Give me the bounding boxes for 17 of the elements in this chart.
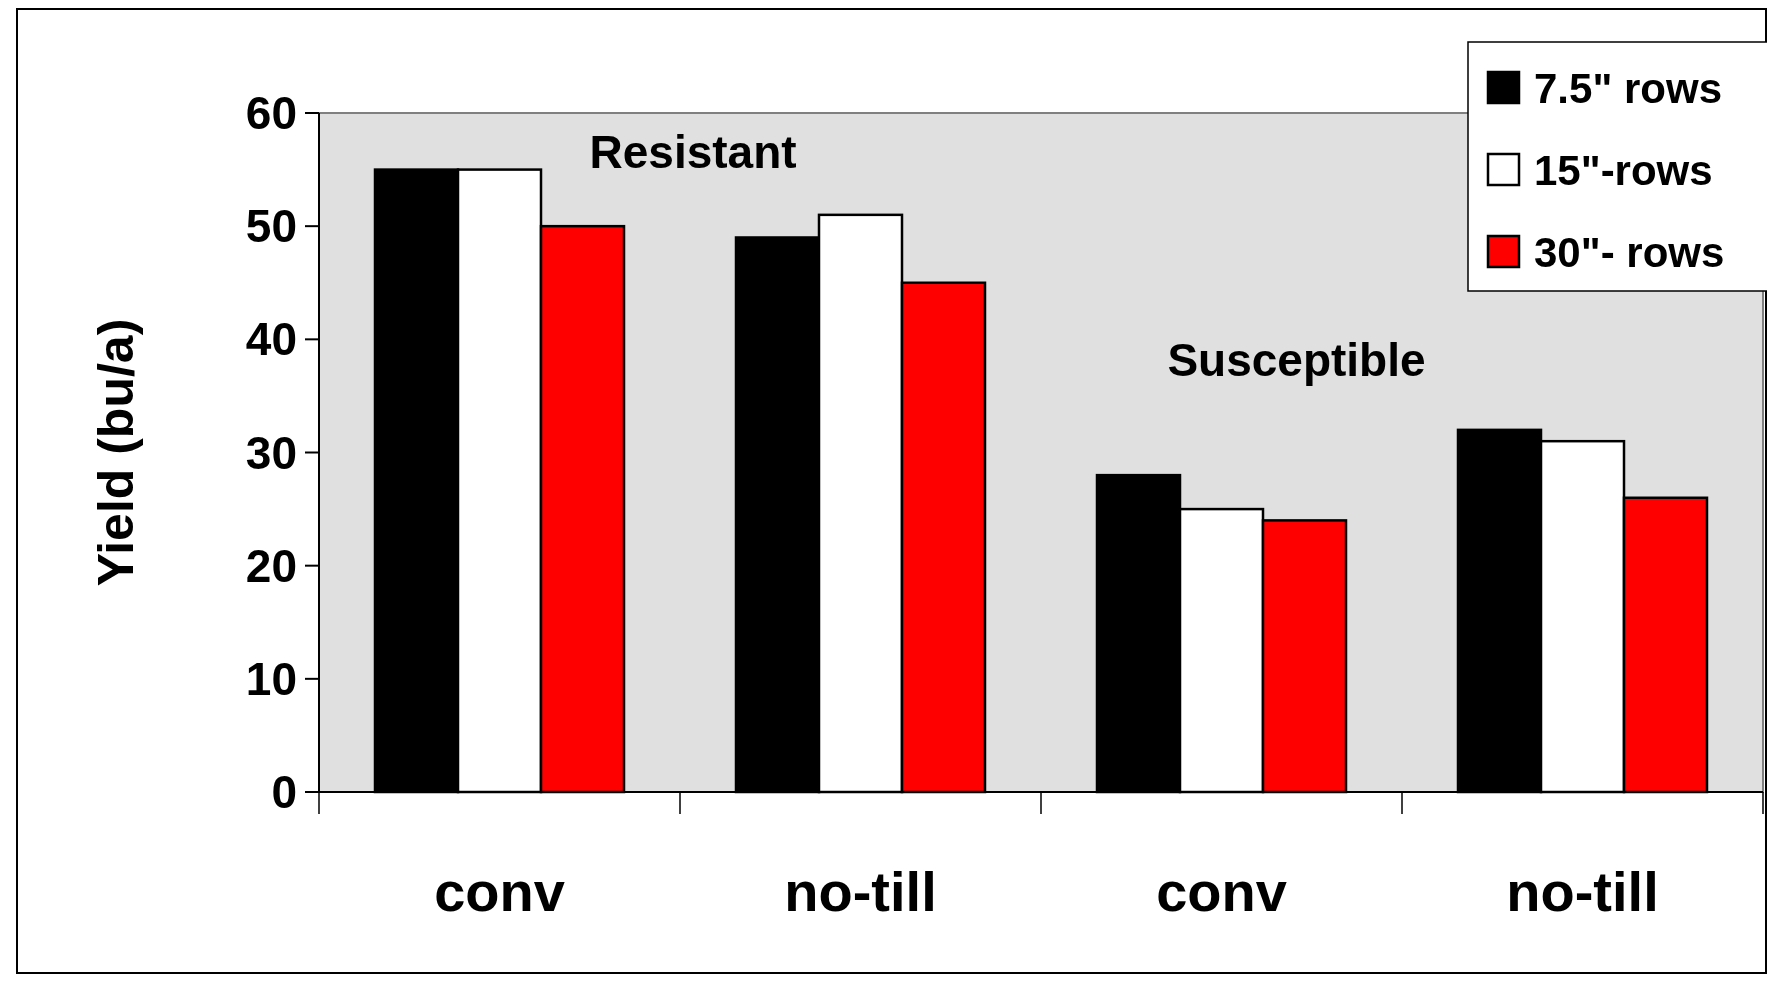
legend-label: 30"- rows (1534, 228, 1725, 276)
x-tick-label: conv (434, 860, 565, 923)
y-tick-label: 30 (245, 426, 297, 479)
y-tick-label: 50 (245, 200, 297, 253)
legend-label: 7.5" rows (1534, 64, 1722, 112)
annotation: Susceptible (1167, 334, 1426, 386)
y-tick-label: 20 (245, 539, 297, 592)
annotation: Resistant (589, 126, 797, 178)
y-tick-label: 10 (245, 652, 297, 705)
y-tick-label: 40 (245, 313, 297, 366)
y-tick-label: 0 (271, 766, 297, 819)
x-tick-label: no-till (1506, 860, 1659, 923)
legend-label: 15"-rows (1534, 146, 1713, 194)
x-tick-label: conv (1156, 860, 1287, 923)
y-tick-label: 60 (245, 87, 297, 140)
x-tick-label: no-till (784, 860, 937, 923)
y-axis-title: Yield (bu/a) (88, 318, 144, 587)
